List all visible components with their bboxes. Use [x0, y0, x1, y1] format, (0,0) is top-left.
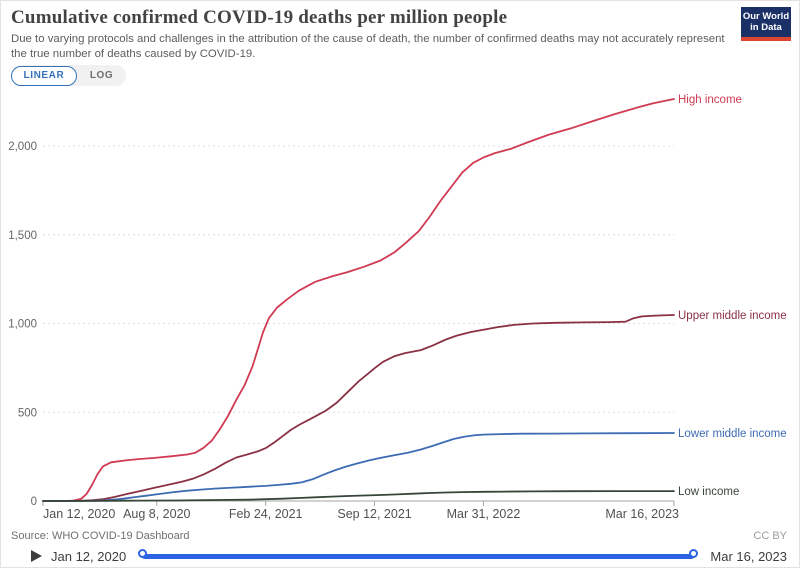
series-line-lower-middle-income[interactable]	[42, 432, 675, 502]
timeline-end-handle[interactable]	[689, 549, 699, 558]
timeline-end-label: Mar 16, 2023	[710, 548, 787, 564]
source-text: Source: WHO COVID-19 Dashboard	[11, 530, 190, 542]
timeline-slider[interactable]	[138, 545, 699, 567]
y-tick-label: 1,000	[8, 319, 37, 331]
chart-subtitle: Due to varying protocols and challenges …	[11, 33, 725, 61]
source-row: Source: WHO COVID-19 Dashboard CC BY	[11, 530, 787, 542]
play-button[interactable]	[31, 550, 42, 562]
x-tick-label: Jan 12, 2020	[43, 507, 115, 521]
timeline-start-label: Jan 12, 2020	[51, 548, 127, 564]
license-text[interactable]: CC BY	[753, 530, 787, 542]
chart-svg: 0 500 1,000 1,500 2,000 Jan 12, 2020 Aug 8, 20…	[8, 94, 787, 521]
scale-toggle: LINEAR LOG	[11, 65, 127, 86]
y-tick-label: 1,500	[8, 230, 37, 242]
x-tick-label: Feb 24, 2021	[229, 507, 303, 521]
timeline: Jan 12, 2020 Mar 16, 2023	[31, 545, 787, 567]
y-tick-label: 500	[18, 407, 37, 419]
y-tick-label: 2,000	[8, 141, 37, 153]
y-tick-label: 0	[31, 496, 37, 508]
series-label-high-income[interactable]: High income	[678, 94, 742, 106]
owid-logo[interactable]: Our World in Data	[741, 7, 791, 41]
page-title: Cumulative confirmed COVID-19 deaths per…	[11, 7, 508, 28]
owid-logo-line2: in Data	[750, 22, 782, 33]
timeline-start-handle[interactable]	[138, 549, 148, 558]
timeline-track[interactable]	[142, 553, 695, 559]
series-label-low-income[interactable]: Low income	[678, 486, 739, 498]
x-tick-label: Mar 16, 2023	[605, 507, 679, 521]
series-label-lower-middle-income[interactable]: Lower middle income	[678, 428, 787, 440]
linear-scale-button[interactable]: LINEAR	[11, 65, 77, 86]
log-scale-button[interactable]: LOG	[77, 65, 126, 86]
series-line-low-income[interactable]	[42, 490, 675, 502]
x-tick-label: Aug 8, 2020	[123, 507, 190, 521]
series-label-upper-middle-income[interactable]: Upper middle income	[678, 310, 787, 322]
series-line-upper-middle-income[interactable]	[42, 314, 675, 502]
series-line-high-income[interactable]	[42, 98, 675, 502]
x-tick-label: Sep 12, 2021	[337, 507, 411, 521]
x-tick-label: Mar 31, 2022	[447, 507, 521, 521]
owid-logo-line1: Our World	[742, 10, 790, 22]
